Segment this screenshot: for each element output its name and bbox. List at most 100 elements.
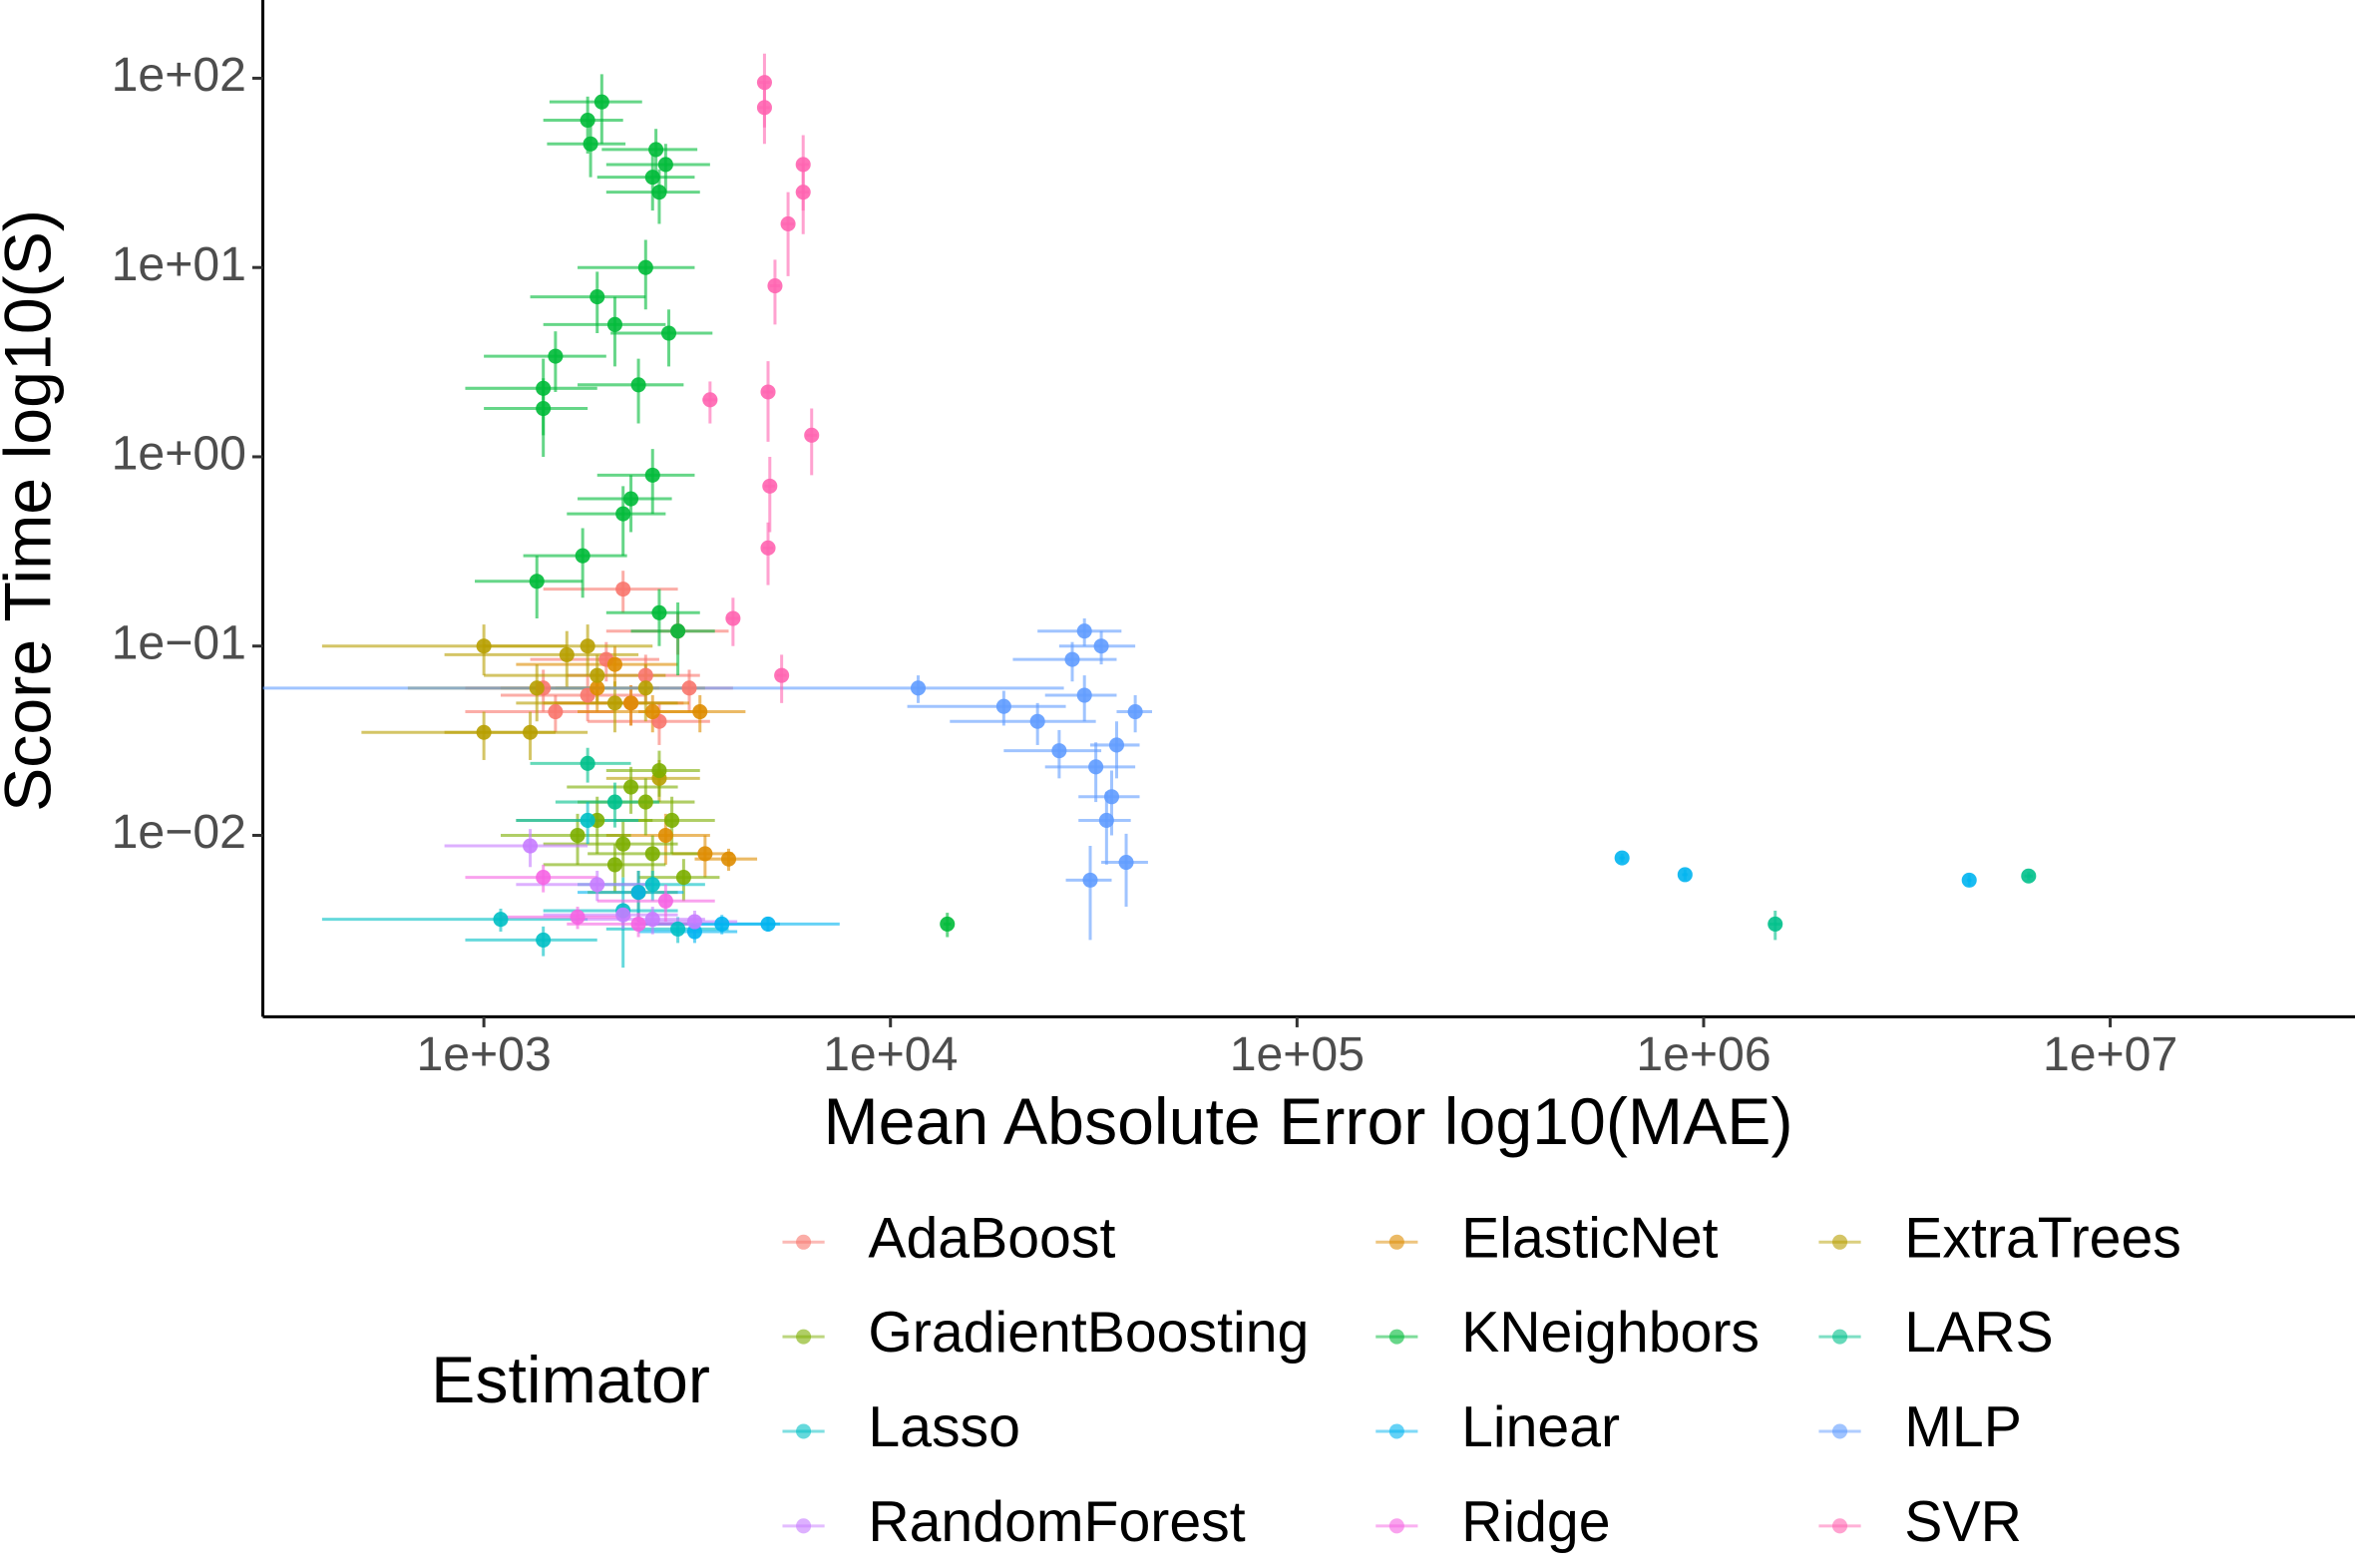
point <box>630 916 646 932</box>
legend-key-point <box>796 1518 812 1534</box>
point <box>559 646 575 662</box>
point <box>476 724 492 740</box>
point <box>1961 872 1977 888</box>
y-tick-label: 1e+01 <box>112 237 246 291</box>
point <box>637 259 653 275</box>
point <box>570 827 586 844</box>
legend-label: ExtraTrees <box>1904 1206 2181 1270</box>
legend-key-point <box>1388 1518 1404 1534</box>
point <box>714 916 730 932</box>
point <box>720 851 737 867</box>
point <box>651 604 667 620</box>
point <box>2021 868 2037 884</box>
legend-key-point <box>1832 1234 1848 1250</box>
point <box>580 755 595 771</box>
point <box>675 870 691 886</box>
point <box>536 380 552 396</box>
point <box>606 656 622 672</box>
x-tick-label: 1e+07 <box>2043 1027 2177 1081</box>
point <box>615 506 631 522</box>
point <box>570 909 586 925</box>
point <box>1076 623 1092 639</box>
point <box>644 703 660 720</box>
point <box>606 794 622 810</box>
legend-title: Estimator <box>431 1344 710 1417</box>
legend-key-point <box>796 1423 812 1439</box>
point <box>657 827 673 844</box>
legend-label: LARS <box>1904 1301 2053 1365</box>
point <box>580 113 595 129</box>
point <box>760 540 776 556</box>
point <box>548 348 564 364</box>
point <box>657 157 673 173</box>
point <box>644 846 660 862</box>
point <box>493 912 509 928</box>
point <box>670 623 686 639</box>
point <box>760 916 776 932</box>
y-tick-label: 1e−02 <box>112 805 246 859</box>
point <box>593 94 609 110</box>
point <box>623 695 639 711</box>
point <box>795 157 811 173</box>
point <box>1064 651 1080 667</box>
point <box>762 478 778 494</box>
point <box>780 215 796 231</box>
point <box>536 932 552 948</box>
point <box>523 724 539 740</box>
point <box>664 812 680 828</box>
point <box>1767 916 1783 932</box>
point <box>615 907 631 923</box>
point <box>1051 743 1067 759</box>
legend-key-point <box>1832 1423 1848 1439</box>
legend-key-point <box>1388 1234 1404 1250</box>
legend-label: Ridge <box>1461 1490 1610 1554</box>
point <box>1103 789 1120 805</box>
point <box>1614 850 1630 866</box>
legend-key-point <box>1832 1518 1848 1534</box>
point <box>651 762 667 779</box>
point <box>1127 703 1143 720</box>
point <box>725 610 741 626</box>
point <box>536 400 552 417</box>
point <box>940 916 956 932</box>
point <box>630 377 646 393</box>
x-tick-label: 1e+05 <box>1230 1027 1365 1081</box>
x-tick-label: 1e+03 <box>416 1027 551 1081</box>
point <box>756 100 772 116</box>
point <box>637 680 653 696</box>
point <box>548 703 564 720</box>
point <box>529 680 545 696</box>
point <box>760 384 776 400</box>
point <box>637 794 653 810</box>
legend-label: GradientBoosting <box>868 1301 1309 1365</box>
point <box>795 185 811 200</box>
point <box>536 870 552 886</box>
legend-label: RandomForest <box>868 1490 1245 1554</box>
point <box>995 698 1011 714</box>
legend-label: ElasticNet <box>1461 1206 1719 1270</box>
point <box>606 316 622 332</box>
point <box>1082 872 1098 888</box>
point <box>804 427 820 443</box>
legend-label: Lasso <box>868 1395 1020 1459</box>
point <box>1677 867 1693 883</box>
point <box>630 885 646 901</box>
point <box>657 893 673 909</box>
point <box>702 392 718 408</box>
point <box>623 779 639 795</box>
point <box>697 846 713 862</box>
point <box>589 667 605 683</box>
legend-key-point <box>1388 1329 1404 1345</box>
point <box>615 582 631 597</box>
point <box>1029 713 1045 729</box>
point <box>644 877 660 893</box>
y-tick-label: 1e+02 <box>112 48 246 102</box>
point <box>1076 687 1092 703</box>
point <box>681 680 697 696</box>
point <box>523 838 539 854</box>
point <box>1108 737 1125 753</box>
point <box>910 680 927 696</box>
point <box>644 467 660 483</box>
legend-label: Linear <box>1461 1395 1620 1459</box>
point <box>648 142 664 158</box>
